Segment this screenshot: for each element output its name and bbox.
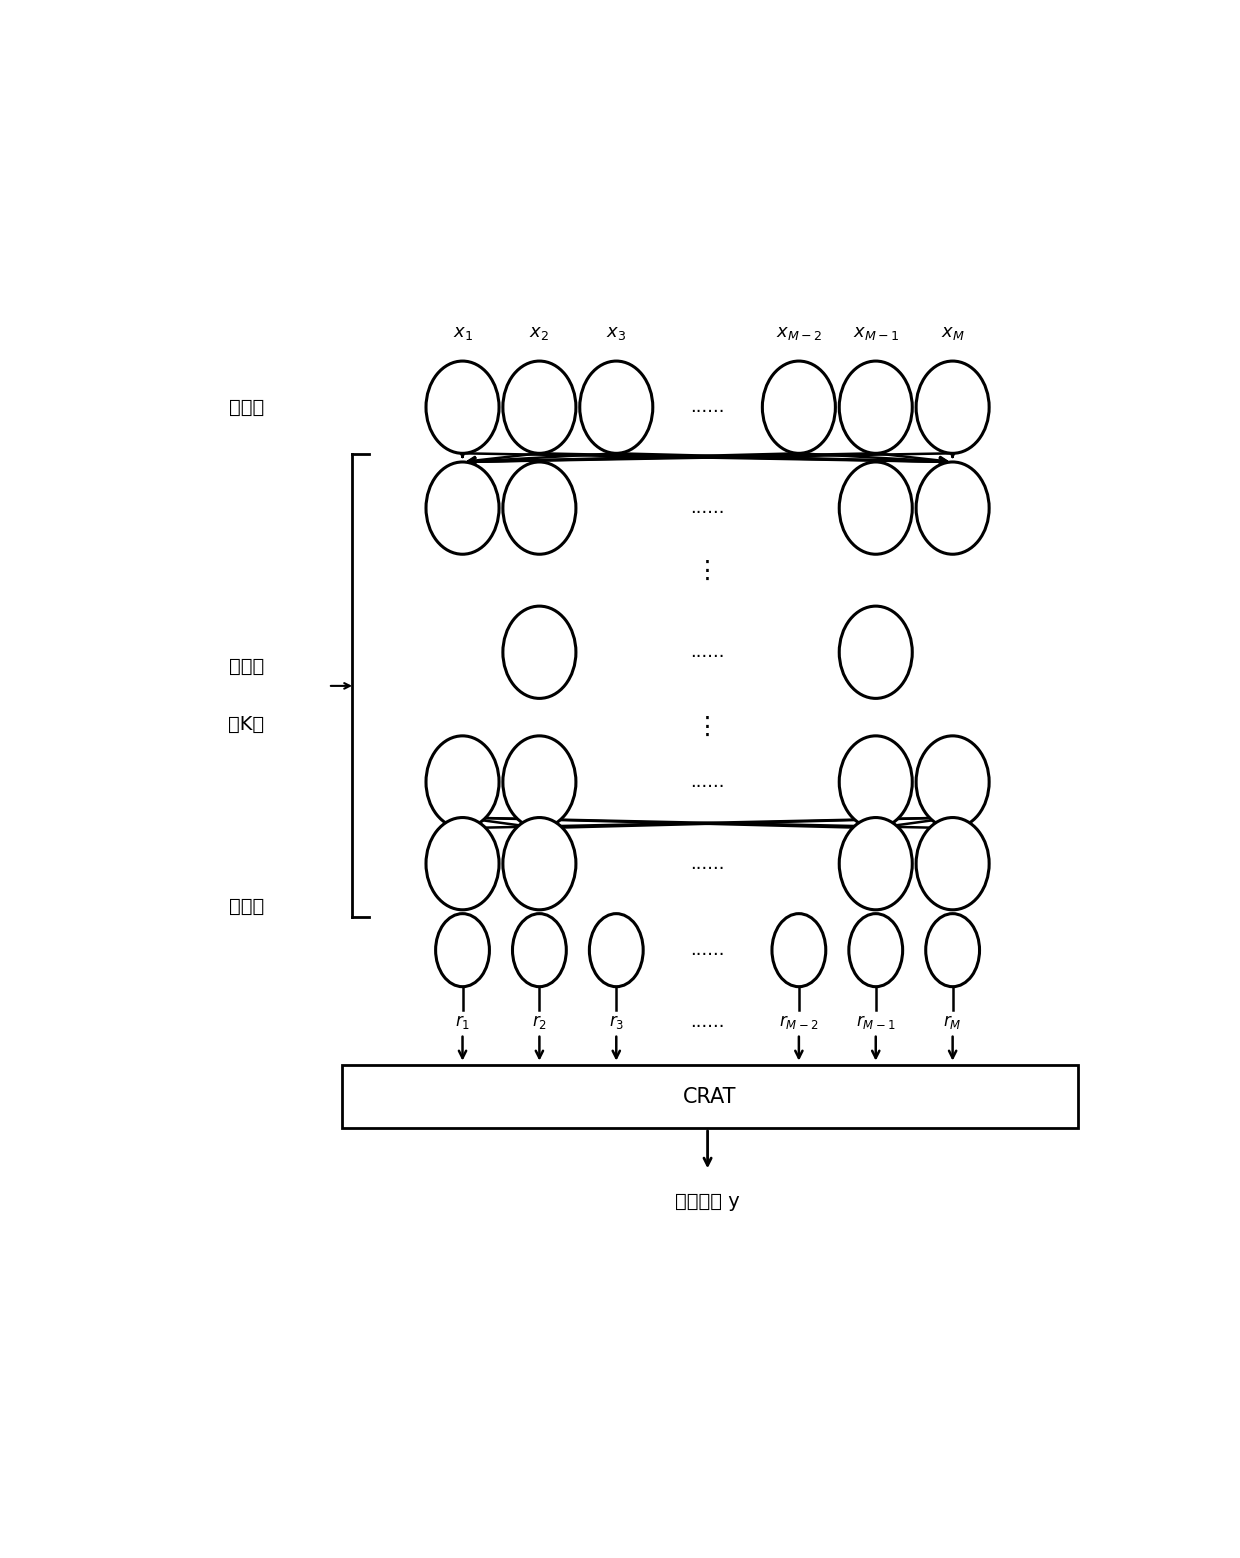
Ellipse shape xyxy=(512,913,567,986)
Text: 共K层: 共K层 xyxy=(228,715,264,734)
Ellipse shape xyxy=(773,913,826,986)
Ellipse shape xyxy=(849,913,903,986)
Bar xyxy=(342,1066,1078,1128)
Ellipse shape xyxy=(503,361,575,453)
Ellipse shape xyxy=(926,913,980,986)
Ellipse shape xyxy=(839,735,913,829)
Text: $x_2$: $x_2$ xyxy=(529,324,549,341)
Ellipse shape xyxy=(503,606,575,698)
Text: $x_{M-2}$: $x_{M-2}$ xyxy=(776,324,822,341)
Text: 输入层: 输入层 xyxy=(228,397,264,416)
Text: ......: ...... xyxy=(691,499,725,517)
Text: $r_M$: $r_M$ xyxy=(944,1013,962,1031)
Ellipse shape xyxy=(916,818,990,910)
Text: $r_{M-1}$: $r_{M-1}$ xyxy=(856,1013,895,1031)
Text: $r_3$: $r_3$ xyxy=(609,1013,624,1031)
Ellipse shape xyxy=(916,361,990,453)
Text: $r_2$: $r_2$ xyxy=(532,1013,547,1031)
Ellipse shape xyxy=(839,361,913,453)
Ellipse shape xyxy=(839,463,913,555)
Ellipse shape xyxy=(503,463,575,555)
Text: $x_1$: $x_1$ xyxy=(453,324,472,341)
Ellipse shape xyxy=(503,735,575,829)
Text: ⋮: ⋮ xyxy=(696,559,720,583)
Text: $x_M$: $x_M$ xyxy=(941,324,965,341)
Text: $r_{M-2}$: $r_{M-2}$ xyxy=(779,1013,818,1031)
Text: ......: ...... xyxy=(691,941,725,960)
Text: 输出层: 输出层 xyxy=(228,897,264,916)
Ellipse shape xyxy=(916,463,990,555)
Text: ⋮: ⋮ xyxy=(696,715,720,738)
Ellipse shape xyxy=(589,913,644,986)
Ellipse shape xyxy=(427,818,498,910)
Text: $r_1$: $r_1$ xyxy=(455,1013,470,1031)
Text: ......: ...... xyxy=(691,399,725,416)
Text: $x_{M-1}$: $x_{M-1}$ xyxy=(853,324,899,341)
Ellipse shape xyxy=(435,913,490,986)
Ellipse shape xyxy=(503,818,575,910)
Ellipse shape xyxy=(427,361,498,453)
Text: ......: ...... xyxy=(691,773,725,791)
Text: CRAT: CRAT xyxy=(683,1087,737,1106)
Ellipse shape xyxy=(763,361,836,453)
Text: ......: ...... xyxy=(691,855,725,872)
Text: 隐衅层: 隐衅层 xyxy=(228,657,264,676)
Ellipse shape xyxy=(839,818,913,910)
Text: $x_3$: $x_3$ xyxy=(606,324,626,341)
Ellipse shape xyxy=(427,463,498,555)
Text: ......: ...... xyxy=(691,643,725,661)
Text: 类别结果 y: 类别结果 y xyxy=(676,1192,740,1212)
Text: ......: ...... xyxy=(691,1013,725,1031)
Ellipse shape xyxy=(839,606,913,698)
Ellipse shape xyxy=(916,735,990,829)
Ellipse shape xyxy=(580,361,652,453)
Ellipse shape xyxy=(427,735,498,829)
